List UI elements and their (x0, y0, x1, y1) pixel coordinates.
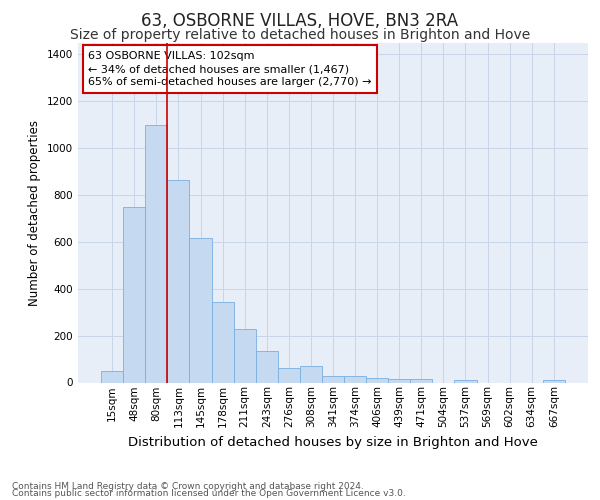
Bar (145, 124, 167, 382)
Bar (123, 206, 145, 382)
Bar (410, 379, 433, 382)
Bar (543, 380, 565, 382)
Bar (344, 376, 366, 382)
Bar (388, 379, 410, 382)
Bar (322, 376, 344, 382)
Y-axis label: Number of detached properties: Number of detached properties (28, 120, 41, 306)
Bar (190, 238, 212, 382)
Text: 63 OSBORNE VILLAS: 102sqm
← 34% of detached houses are smaller (1,467)
65% of se: 63 OSBORNE VILLAS: 102sqm ← 34% of detac… (88, 51, 372, 88)
Bar (256, 352, 278, 382)
Bar (167, 180, 190, 382)
Bar (101, 371, 123, 382)
Bar (454, 380, 476, 382)
Text: Contains public sector information licensed under the Open Government Licence v3: Contains public sector information licen… (12, 489, 406, 498)
Text: Size of property relative to detached houses in Brighton and Hove: Size of property relative to detached ho… (70, 28, 530, 42)
Bar (366, 378, 388, 382)
X-axis label: Distribution of detached houses by size in Brighton and Hove: Distribution of detached houses by size … (128, 436, 538, 448)
Bar (278, 368, 300, 382)
Text: 63, OSBORNE VILLAS, HOVE, BN3 2RA: 63, OSBORNE VILLAS, HOVE, BN3 2RA (142, 12, 458, 30)
Text: Contains HM Land Registry data © Crown copyright and database right 2024.: Contains HM Land Registry data © Crown c… (12, 482, 364, 491)
Bar (300, 366, 322, 382)
Bar (233, 329, 256, 382)
Bar (212, 302, 233, 382)
